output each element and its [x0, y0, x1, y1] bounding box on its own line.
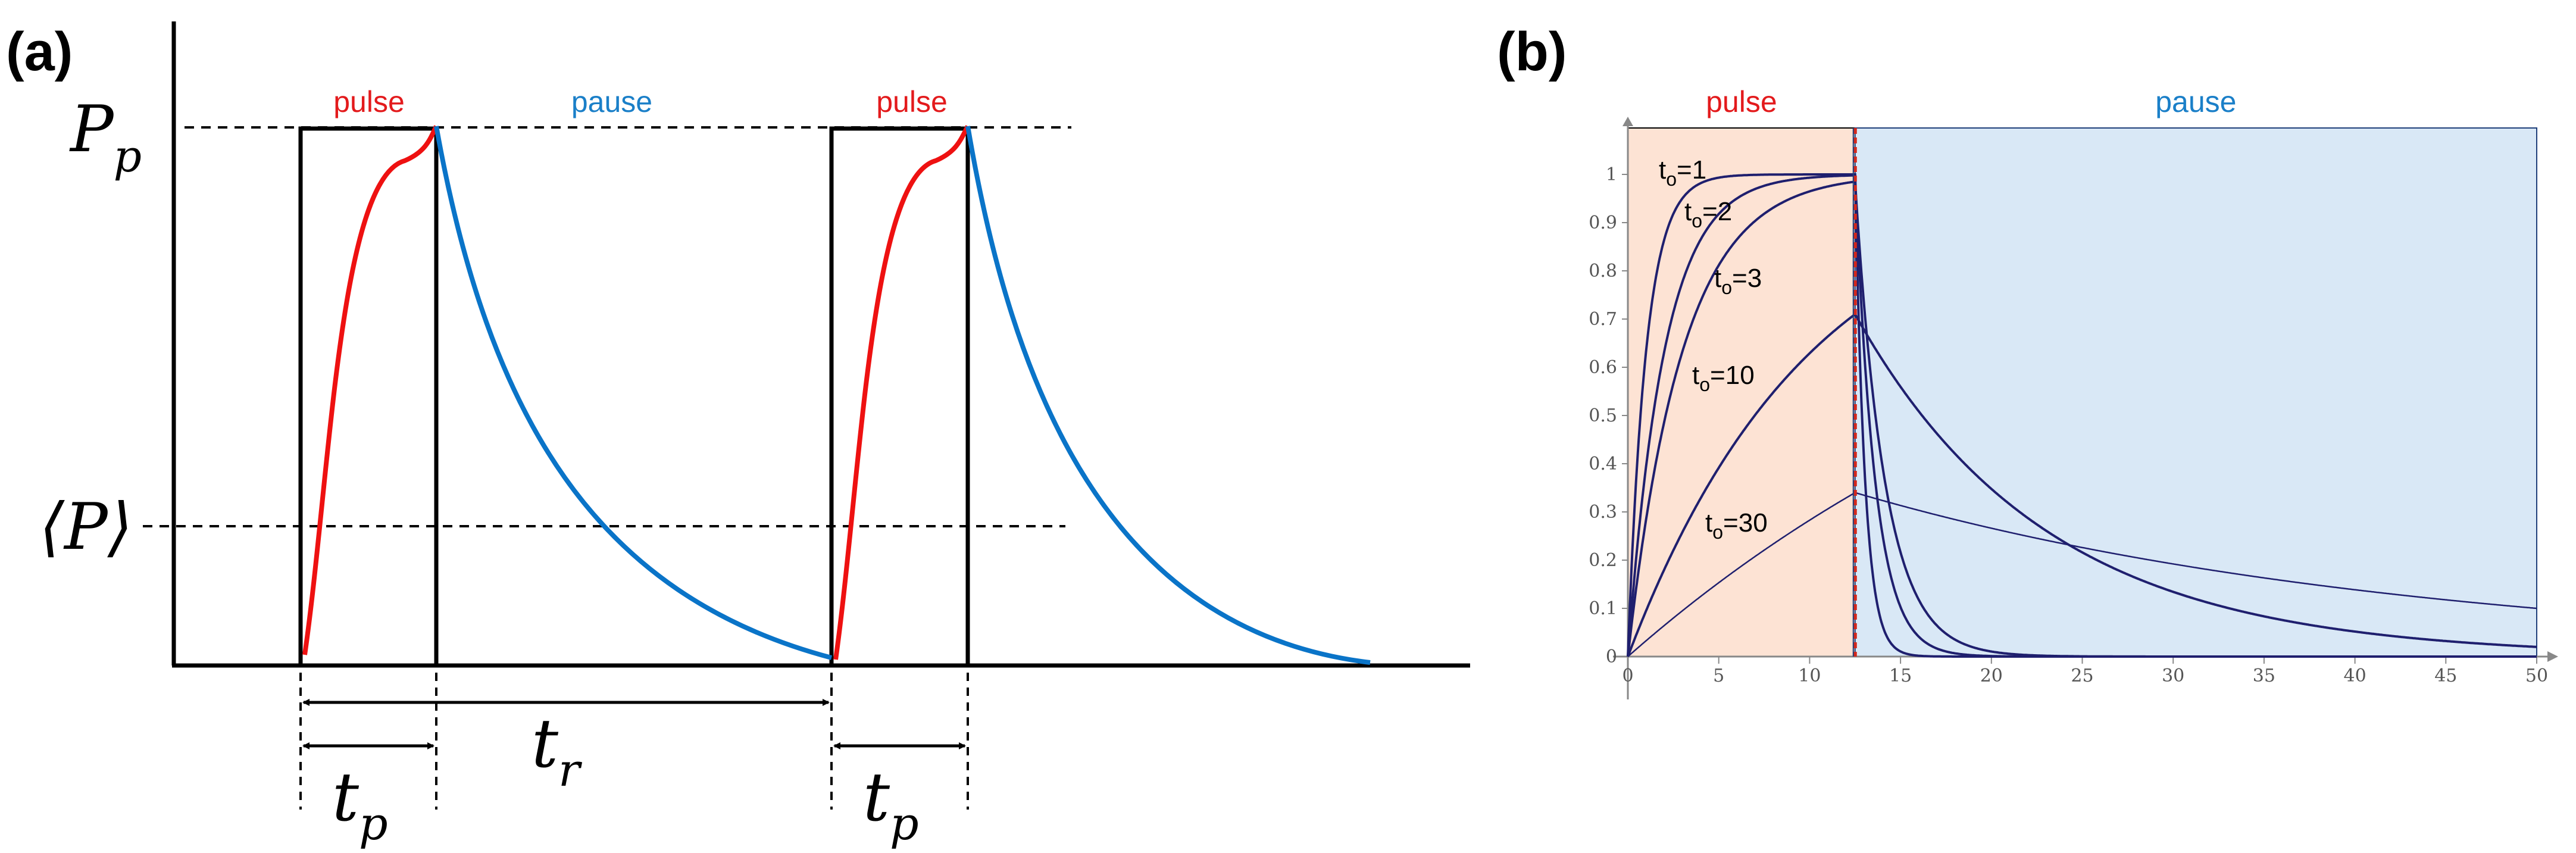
y-tick-label: 0.7: [1589, 309, 1617, 330]
panel-b-chart: (b) pulse pause 0 5 10 15 20 25 30 35 40 45 50 0 0.1…: [1497, 21, 2558, 699]
pause-label: pause: [571, 85, 652, 118]
x-tick-label: 10: [1798, 665, 1821, 686]
panel-a-schematic: (a) pulse pause pulse Pp ⟨P⟩: [6, 21, 1470, 850]
chart-ticks: 0 5 10 15 20 25 30 35 40 45 50 0 0.1 0.2 0.3 0.4 0.5 0.6 0…: [1589, 164, 2548, 686]
x-tick-label: 40: [2344, 665, 2366, 686]
y-tick-label: 0.9: [1589, 213, 1617, 233]
pulse-label-1: pulse: [333, 85, 405, 118]
curve-label-t_o=30: to=30: [1705, 508, 1768, 543]
y-tick-label: 0.4: [1589, 454, 1617, 474]
y-tick-label: 0.1: [1589, 598, 1617, 619]
pause-decay-curve-2: [965, 126, 1371, 665]
x-tick-label: 20: [1980, 665, 2003, 686]
panel-b-label: (b): [1497, 21, 1567, 82]
y-tick-label: 1: [1606, 164, 1617, 185]
y-tick-label: 0.5: [1589, 405, 1617, 426]
curve-label-t_o=1: to=1: [1659, 155, 1706, 190]
x-tick-label: 45: [2434, 665, 2457, 686]
chart-curves: [1627, 128, 2537, 658]
pulse-label-2: pulse: [876, 85, 948, 118]
y-tick-label: 0.8: [1589, 261, 1617, 282]
chart-curve-labels: to=1 to=2 to=3 to=10 to=30: [1659, 155, 1768, 543]
chart-y-axis-arrow: [1622, 117, 1633, 126]
x-tick-label: 50: [2525, 665, 2548, 686]
pulse-rectangle-2: [829, 126, 970, 665]
y-tick-label: 0.3: [1589, 502, 1617, 523]
y-tick-label: 0.2: [1589, 550, 1617, 571]
pulse-rectangle-1: [298, 126, 439, 665]
x-tick-label: 0: [1622, 665, 1633, 686]
series-curve-t_o=3: [1627, 180, 2537, 658]
pulse-duration-label-1: tp: [332, 759, 388, 850]
repetition-time-label: tr: [532, 705, 583, 796]
peak-power-label: Pp: [69, 92, 142, 182]
pause-region: [1854, 127, 2537, 657]
curve-label-t_o=10: to=10: [1692, 361, 1755, 395]
chart-x-axis-arrow: [2547, 651, 2558, 662]
x-tick-label: 5: [1713, 665, 1724, 686]
x-tick-label: 30: [2162, 665, 2184, 686]
chart-pause-label: pause: [2155, 85, 2236, 118]
y-tick-label: 0: [1606, 646, 1617, 667]
chart-pulse-label: pulse: [1706, 85, 1777, 118]
series-curve-t_o=10: [1627, 312, 2537, 657]
mean-power-label: ⟨P⟩: [39, 490, 133, 564]
pulse-rise-curve-2: [833, 125, 970, 660]
curve-label-t_o=3: to=3: [1714, 264, 1762, 298]
x-tick-label: 15: [1889, 665, 1912, 686]
curve-label-t_o=2: to=2: [1684, 197, 1732, 232]
panel-a-label: (a): [6, 21, 73, 82]
x-tick-label: 35: [2253, 665, 2275, 686]
y-tick-label: 0.6: [1589, 357, 1617, 378]
pulse-duration-label-2: tp: [863, 759, 919, 850]
pause-decay-curve-1: [434, 126, 833, 660]
series-curve-t_o=30: [1627, 492, 2537, 657]
x-tick-label: 25: [2071, 665, 2093, 686]
pulse-rise-curve-1: [302, 125, 439, 655]
